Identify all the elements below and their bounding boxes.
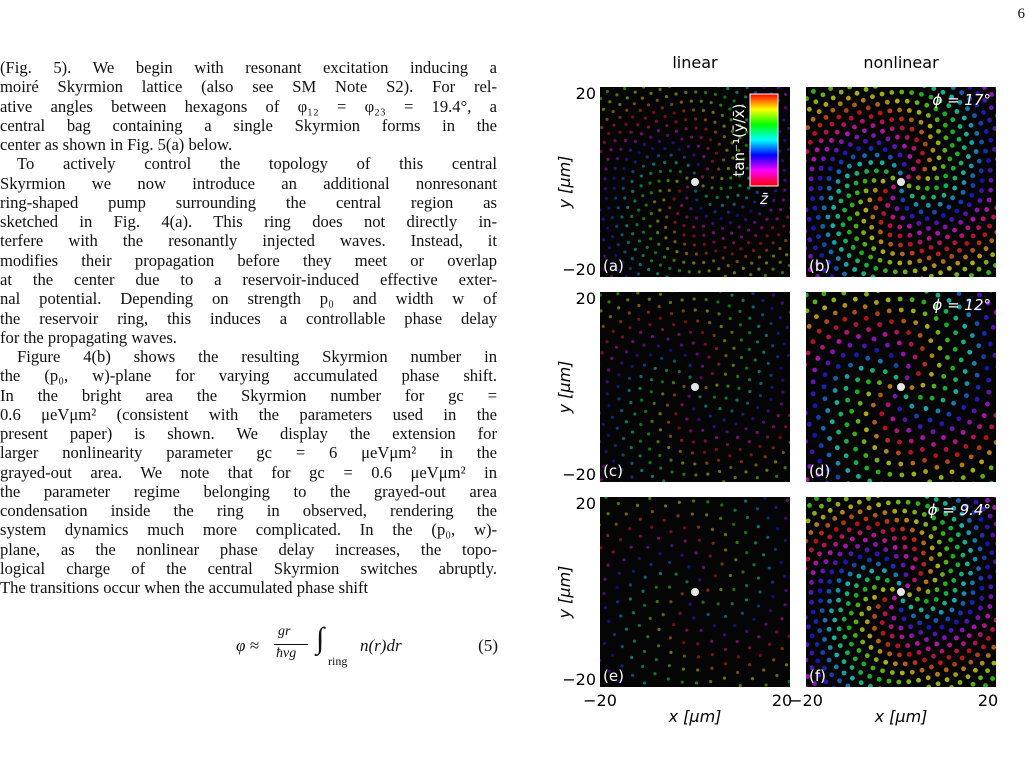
text-line: grayed-out area. We note that for gc = 0… xyxy=(0,462,497,482)
y-tick-label: −20 xyxy=(562,260,596,279)
text-line: 0.6 μeVμm² (consistent with the paramete… xyxy=(0,404,497,424)
text-line: terfere with the resonantly injected wav… xyxy=(0,231,497,251)
eq-integrand: n(r)dr xyxy=(360,636,402,655)
eq-numerator: gr xyxy=(278,624,291,639)
text-line: larger nonlinearity parameter gc = 6 μeV… xyxy=(0,443,497,463)
text-line: ative angles between hexagons of φ₁₂ = φ… xyxy=(0,96,497,116)
text-line: The transitions occur when the accumulat… xyxy=(0,578,369,598)
panel xyxy=(806,292,996,482)
page-number: 6 xyxy=(1017,6,1026,22)
x-tick-label: −20 xyxy=(789,691,823,710)
text-line: plane, as the nonlinear phase delay incr… xyxy=(0,539,497,559)
text-line: (Fig. 5). We begin with resonant excitat… xyxy=(0,58,497,77)
text-line: To actively control the topology of this… xyxy=(17,154,497,174)
phi-label: ϕ = 9.4° xyxy=(928,501,991,519)
panel xyxy=(600,87,790,277)
panel-label: (a) xyxy=(603,257,624,275)
text-line: Skyrmion we now introduce an additional … xyxy=(0,173,497,193)
text-line: the (p₀, w)-plane for varying accumulate… xyxy=(0,366,497,386)
eq-lhs: φ ≈ xyxy=(236,636,259,655)
panel xyxy=(806,87,996,277)
text-line: Figure 4(b) shows the resulting Skyrmion… xyxy=(17,347,497,367)
text-line: the parameter regime belonging to the gr… xyxy=(0,481,497,501)
x-tick-label: −20 xyxy=(583,691,617,710)
text-line: at the center due to a reservoir-induced… xyxy=(0,269,497,289)
eq-subscript: ring xyxy=(328,654,348,668)
eq-number: (5) xyxy=(478,636,498,655)
text-line: sketched in Fig. 4(a). This ring does no… xyxy=(0,212,497,232)
y-tick-label: −20 xyxy=(562,670,596,689)
panel-label: (e) xyxy=(603,667,624,685)
text-line: ring-shaped pump surrounding the central… xyxy=(0,192,497,212)
phi-label: ϕ = 17° xyxy=(932,91,991,109)
column-header: nonlinear xyxy=(863,53,939,72)
text-line: center as shown in Fig. 5(a) below. xyxy=(0,135,233,155)
panel-label: (b) xyxy=(809,257,830,275)
y-axis-label: y [μm] xyxy=(555,566,574,620)
text-line: nal potential. Depending on strength p₀ … xyxy=(0,289,497,309)
panel xyxy=(600,497,790,687)
x-tick-label: 20 xyxy=(772,691,792,710)
text-line: central bag containing a single Skyrmion… xyxy=(0,115,497,135)
text-line: In the bright area the Skyrmion number f… xyxy=(0,385,497,405)
column-header: linear xyxy=(672,53,718,72)
y-tick-label: 20 xyxy=(576,494,596,513)
y-axis-label: y [μm] xyxy=(555,361,574,415)
eq-denominator: ħvg xyxy=(276,646,297,661)
panel xyxy=(806,497,996,687)
y-axis-label: y [μm] xyxy=(555,156,574,210)
x-axis-label: x [μm] xyxy=(874,707,928,726)
colorbar-bottom: z̄ xyxy=(759,190,769,208)
text-line: condensation inside the ring in observed… xyxy=(0,501,497,521)
text-line: moiré Skyrmion lattice (also see SM Note… xyxy=(0,77,497,97)
text-line: system dynamics much more complicated. I… xyxy=(0,520,497,540)
equation: φ ≈ gr ħvg ∫ ring n(r)dr (5) xyxy=(236,622,498,674)
panel-label: (f) xyxy=(809,667,826,685)
y-tick-label: 20 xyxy=(576,84,596,103)
text-line: modifies their propagation before they m… xyxy=(0,250,497,270)
eq-integral: ∫ xyxy=(316,622,325,655)
panel-label: (d) xyxy=(809,462,830,480)
y-tick-label: −20 xyxy=(562,465,596,484)
text-line: the reservoir ring, this induces a contr… xyxy=(0,308,497,328)
panel-label: (c) xyxy=(603,462,623,480)
text-line: for the propagating waves. xyxy=(0,327,177,347)
y-tick-label: 20 xyxy=(576,289,596,308)
phi-label: ϕ = 12° xyxy=(932,296,991,314)
text-line: logical charge of the central Skyrmion s… xyxy=(0,559,497,579)
colorbar xyxy=(749,93,779,187)
x-tick-label: 20 xyxy=(978,691,998,710)
panel xyxy=(600,292,790,482)
colorbar-label: tan⁻¹(ȳ/x̄) xyxy=(730,103,748,176)
text-line: present paper) is shown. We display the … xyxy=(0,424,497,444)
x-axis-label: x [μm] xyxy=(668,707,722,726)
